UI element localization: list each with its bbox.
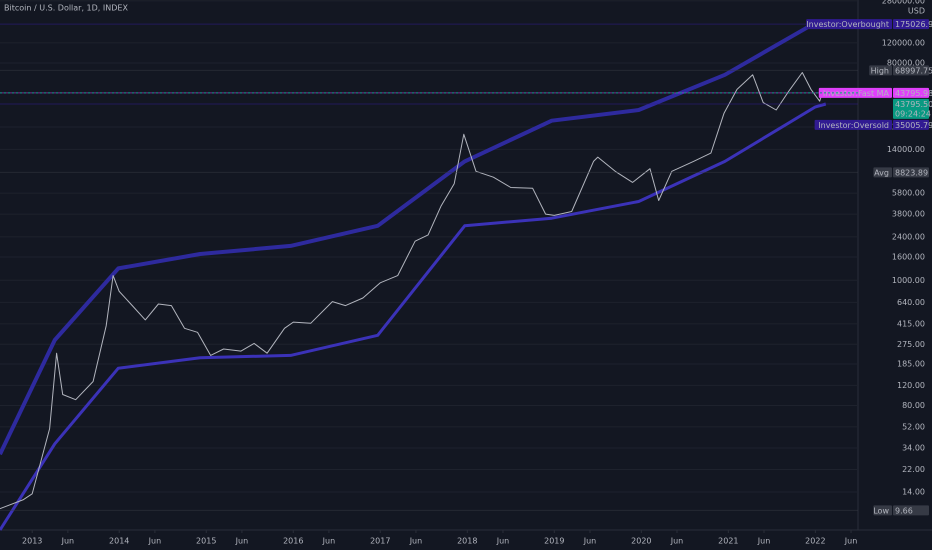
x-tick-label: Jun bbox=[757, 537, 771, 546]
x-tick-label: 2018 bbox=[457, 537, 477, 546]
y-tick-label: 14000.00 bbox=[887, 145, 925, 154]
x-tick-label: Jun bbox=[61, 537, 75, 546]
y-tick-label: 1000.00 bbox=[892, 276, 925, 285]
y-tick-label: 34.00 bbox=[902, 443, 925, 452]
price-tag: 68997.75 High bbox=[0, 65, 932, 76]
currency-label: USD bbox=[908, 7, 925, 16]
grid bbox=[0, 0, 858, 493]
y-tick-label: 5800.00 bbox=[892, 189, 925, 198]
value-box bbox=[893, 98, 929, 119]
x-tick-label: 2022 bbox=[805, 537, 825, 546]
value-box bbox=[893, 505, 929, 516]
x-tick-label: Jun bbox=[670, 537, 684, 546]
x-tick-label: 2019 bbox=[544, 537, 564, 546]
y-tick-label: 275.00 bbox=[897, 340, 925, 349]
x-tick-label: 2013 bbox=[22, 537, 42, 546]
x-tick-label: Jun bbox=[148, 537, 162, 546]
chart-title: Bitcoin / U.S. Dollar, 1D, INDEX bbox=[4, 4, 128, 13]
y-tick-label: 120000.00 bbox=[882, 38, 925, 47]
tag-value: 43795.98 bbox=[895, 89, 932, 98]
x-tick-label: Jun bbox=[235, 537, 249, 546]
y-tick-label: 280000.00 bbox=[882, 0, 925, 5]
y-tick-label: 120.00 bbox=[897, 381, 925, 390]
x-tick-label: Jun bbox=[322, 537, 336, 546]
y-tick-label: 1600.00 bbox=[892, 252, 925, 261]
y-tick-label: 415.00 bbox=[897, 319, 925, 328]
name-box bbox=[869, 65, 892, 76]
x-tick-label: 2020 bbox=[631, 537, 651, 546]
name-box bbox=[873, 505, 892, 516]
tag-value: 68997.75 bbox=[895, 66, 932, 75]
series-line bbox=[0, 20, 827, 456]
x-tick-label: Jun bbox=[583, 537, 597, 546]
series-line bbox=[0, 102, 827, 531]
x-tick-label: 2017 bbox=[370, 537, 390, 546]
y-tick-label: 80.00 bbox=[902, 401, 925, 410]
value-box bbox=[893, 87, 929, 98]
price-tag: 8823.89 Avg bbox=[0, 167, 929, 178]
tag-name: High bbox=[871, 66, 889, 75]
y-tick-label: 3800.00 bbox=[892, 210, 925, 219]
value-box bbox=[893, 65, 929, 76]
value-box bbox=[893, 19, 929, 30]
x-tick-label: 2016 bbox=[283, 537, 303, 546]
tag-value: 175026.95 bbox=[895, 20, 932, 29]
price-tag: 35005.79 Investor:Oversold bbox=[0, 103, 932, 130]
price-tag: 175026.95 Investor:Overbought bbox=[0, 19, 932, 30]
tag-name: Investor:Overbought bbox=[806, 20, 889, 29]
x-tick-label: Jun bbox=[409, 537, 423, 546]
name-box bbox=[818, 87, 892, 98]
y-tick-label: 14.00 bbox=[902, 487, 925, 496]
tag-value: 9.66 bbox=[895, 506, 913, 515]
y-tick-label: 185.00 bbox=[897, 359, 925, 368]
y-tick-label: 2400.00 bbox=[892, 232, 925, 241]
y-tick-label: 22.00 bbox=[902, 465, 925, 474]
y-tick-label: 52.00 bbox=[902, 422, 925, 431]
value-box bbox=[893, 119, 929, 130]
name-box bbox=[873, 167, 892, 178]
x-tick-label: Jun bbox=[496, 537, 510, 546]
x-tick-label: 2014 bbox=[109, 537, 129, 546]
tag-name: Avg bbox=[874, 168, 889, 177]
tag-value: 8823.89 bbox=[895, 168, 928, 177]
tag-value: 35005.79 bbox=[895, 121, 932, 130]
price-tag: 9.66 Low bbox=[0, 505, 929, 516]
x-tick-label: Jun bbox=[844, 537, 858, 546]
name-box bbox=[814, 119, 892, 130]
x-tick-label: 2015 bbox=[196, 537, 216, 546]
value-box bbox=[893, 167, 929, 178]
x-tick-label: 2021 bbox=[718, 537, 738, 546]
tag-name: Low bbox=[873, 506, 889, 515]
tag-value: 43795.50 bbox=[895, 100, 932, 109]
name-box bbox=[806, 19, 892, 30]
y-tick-label: 80000.00 bbox=[887, 58, 925, 67]
tag-name: Investor:Oversold bbox=[818, 121, 889, 130]
series-line bbox=[0, 72, 823, 510]
y-tick-label: 640.00 bbox=[897, 298, 925, 307]
tag-time: 09:24:24 bbox=[895, 109, 931, 118]
